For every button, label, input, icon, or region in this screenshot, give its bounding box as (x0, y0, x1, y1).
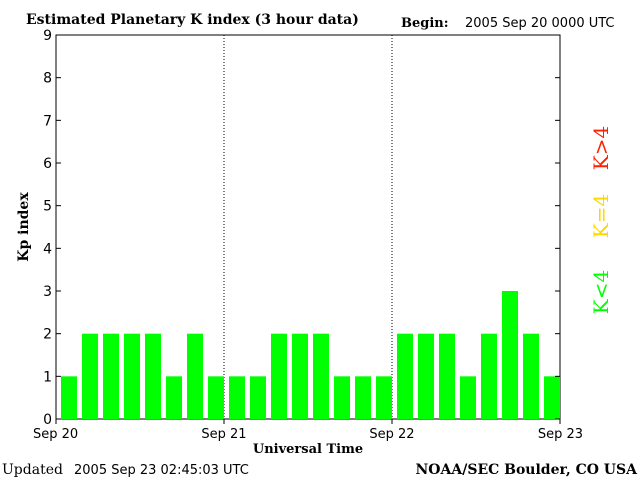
bars (61, 291, 560, 419)
kp-bar (502, 291, 518, 419)
y-tick-label: 9 (43, 28, 52, 44)
kp-bar (376, 376, 392, 419)
kp-bar (292, 333, 308, 419)
y-tick-label: 5 (43, 199, 52, 215)
x-tick-label: Sep 22 (369, 427, 414, 442)
y-tick-label: 3 (43, 284, 52, 300)
x-ticks: Sep 20 Sep 21 Sep 22 Sep 23 (33, 419, 583, 442)
y-tick-label: 1 (43, 369, 52, 385)
legend-k-less-4: K<4 (589, 270, 613, 314)
x-tick-label: Sep 20 (33, 427, 78, 442)
kp-bar (166, 376, 182, 419)
kp-bar (334, 376, 350, 419)
y-ticks: 0 1 2 3 4 5 6 7 8 9 (43, 28, 560, 428)
begin-label: Begin: (401, 16, 449, 31)
kp-bar (544, 376, 560, 419)
y-axis-label: Kp index (16, 192, 32, 262)
day-separators (223, 35, 393, 419)
kp-bar (460, 376, 476, 419)
updated-value: 2005 Sep 23 02:45:03 UTC (74, 463, 249, 478)
y-tick-label: 6 (43, 156, 52, 172)
kp-bar (397, 333, 413, 419)
kp-bar (313, 333, 329, 419)
kp-bar (124, 333, 140, 419)
y-tick-label: 8 (43, 71, 52, 87)
kp-bar (61, 376, 77, 419)
kp-bar (187, 333, 203, 419)
kp-bar (250, 376, 266, 419)
x-axis-label: Universal Time (253, 442, 363, 457)
kp-bar (103, 333, 119, 419)
y-tick-label: 4 (43, 241, 52, 257)
y-tick-label: 7 (43, 113, 52, 129)
y-tick-label: 0 (43, 412, 52, 428)
x-tick-label: Sep 21 (201, 427, 246, 442)
kp-bar (481, 333, 497, 419)
kp-bar (355, 376, 371, 419)
kp-bar (523, 333, 539, 419)
updated-label: Updated (2, 462, 63, 478)
kp-bar (439, 333, 455, 419)
y-tick-label: 2 (43, 327, 52, 343)
legend-k-greater-4: K>4 (589, 126, 613, 170)
x-tick-label: Sep 23 (538, 427, 583, 442)
source-credit: NOAA/SEC Boulder, CO USA (416, 462, 639, 478)
kp-bar (145, 333, 161, 419)
kp-bar (271, 333, 287, 419)
kp-bar (82, 333, 98, 419)
kp-bar (208, 376, 224, 419)
kp-bar (229, 376, 245, 419)
chart-title: Estimated Planetary K index (3 hour data… (26, 12, 359, 28)
kp-bar (418, 333, 434, 419)
legend-k-equal-4: K=4 (589, 194, 613, 238)
begin-value: 2005 Sep 20 0000 UTC (465, 16, 615, 31)
